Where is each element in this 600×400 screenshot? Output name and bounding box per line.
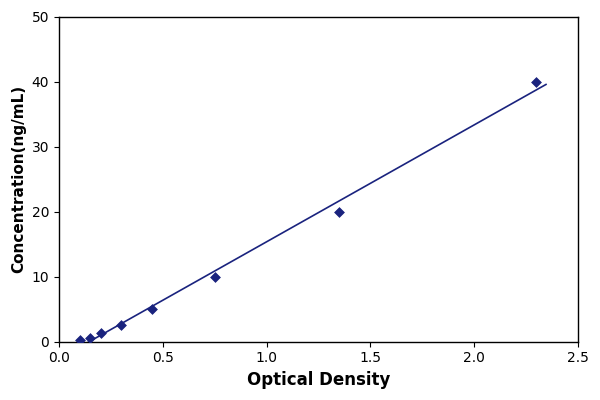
Point bbox=[116, 322, 126, 328]
Point bbox=[148, 306, 157, 312]
Y-axis label: Concentration(ng/mL): Concentration(ng/mL) bbox=[11, 85, 26, 273]
Point bbox=[334, 208, 344, 215]
Point bbox=[532, 78, 541, 85]
Point bbox=[85, 334, 95, 341]
X-axis label: Optical Density: Optical Density bbox=[247, 371, 390, 389]
Point bbox=[75, 336, 85, 343]
Point bbox=[96, 330, 106, 337]
Point bbox=[210, 274, 220, 280]
